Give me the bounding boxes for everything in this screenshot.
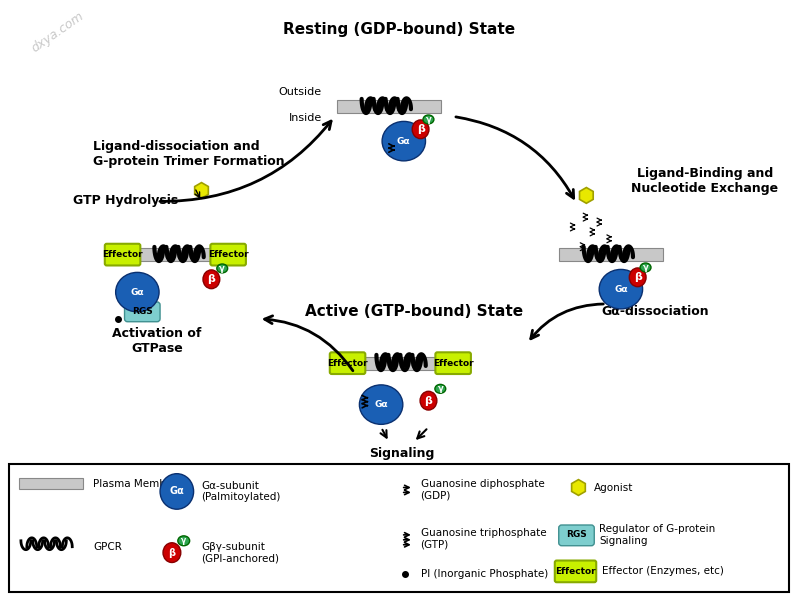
Text: Gα: Gα bbox=[130, 287, 144, 296]
Ellipse shape bbox=[640, 263, 651, 272]
FancyBboxPatch shape bbox=[435, 352, 471, 374]
Text: Gα: Gα bbox=[170, 487, 184, 496]
Text: Gα-subunit
(Palmitoylated): Gα-subunit (Palmitoylated) bbox=[202, 481, 281, 502]
Text: Gα: Gα bbox=[397, 137, 410, 146]
Ellipse shape bbox=[160, 473, 194, 509]
Ellipse shape bbox=[423, 115, 434, 124]
Text: Gα-dissociation: Gα-dissociation bbox=[602, 305, 710, 319]
Text: Effector: Effector bbox=[102, 250, 143, 259]
Ellipse shape bbox=[412, 120, 429, 139]
Text: Inside: Inside bbox=[289, 113, 322, 124]
FancyBboxPatch shape bbox=[125, 302, 160, 322]
Text: RGS: RGS bbox=[132, 307, 153, 316]
Text: β: β bbox=[168, 548, 175, 557]
Ellipse shape bbox=[599, 269, 642, 309]
Text: Plasma Membrane: Plasma Membrane bbox=[93, 479, 190, 488]
FancyBboxPatch shape bbox=[330, 352, 366, 374]
Text: Ligand-dissociation and
G-protein Trimer Formation: Ligand-dissociation and G-protein Trimer… bbox=[93, 140, 285, 168]
Text: GTP Hydrolysis: GTP Hydrolysis bbox=[74, 194, 178, 207]
Bar bbox=[342, 357, 456, 370]
Bar bbox=[9, 464, 789, 592]
Bar bbox=[125, 248, 229, 261]
Text: Effector: Effector bbox=[555, 567, 596, 576]
Ellipse shape bbox=[382, 121, 426, 161]
Text: β: β bbox=[417, 124, 425, 134]
Ellipse shape bbox=[217, 264, 228, 273]
Text: γ: γ bbox=[181, 536, 186, 545]
Ellipse shape bbox=[420, 391, 437, 410]
Bar bbox=[559, 248, 663, 261]
Text: GPCR: GPCR bbox=[93, 542, 122, 552]
Ellipse shape bbox=[178, 536, 190, 546]
Text: Gα: Gα bbox=[614, 284, 628, 293]
Text: γ: γ bbox=[219, 264, 225, 273]
Ellipse shape bbox=[163, 543, 181, 563]
Text: Resting (GDP-bound) State: Resting (GDP-bound) State bbox=[283, 22, 515, 37]
Text: β: β bbox=[634, 272, 642, 283]
Text: Regulator of G-protein
Signaling: Regulator of G-protein Signaling bbox=[599, 524, 715, 545]
FancyBboxPatch shape bbox=[558, 525, 594, 546]
Text: RGS: RGS bbox=[566, 530, 587, 539]
Text: Effector: Effector bbox=[208, 250, 249, 259]
Text: β: β bbox=[425, 395, 433, 406]
Text: Effector: Effector bbox=[327, 359, 368, 368]
FancyBboxPatch shape bbox=[210, 244, 246, 265]
Text: β: β bbox=[207, 274, 215, 284]
Text: Guanosine diphosphate
(GDP): Guanosine diphosphate (GDP) bbox=[421, 479, 544, 500]
FancyBboxPatch shape bbox=[105, 244, 140, 265]
Text: Activation of
GTPase: Activation of GTPase bbox=[113, 328, 202, 355]
Ellipse shape bbox=[435, 385, 446, 393]
Text: Ligand-Binding and
Nucleotide Exchange: Ligand-Binding and Nucleotide Exchange bbox=[631, 167, 778, 194]
Text: Signaling: Signaling bbox=[369, 448, 434, 460]
Text: Gβγ-subunit
(GPI-anchored): Gβγ-subunit (GPI-anchored) bbox=[202, 542, 279, 563]
Text: Guanosine triphosphate
(GTP): Guanosine triphosphate (GTP) bbox=[421, 528, 546, 550]
Text: dxya.com: dxya.com bbox=[29, 10, 86, 55]
Text: PI (Inorganic Phosphate): PI (Inorganic Phosphate) bbox=[421, 569, 548, 580]
Bar bbox=[337, 100, 441, 113]
Text: Active (GTP-bound) State: Active (GTP-bound) State bbox=[305, 304, 522, 319]
Text: γ: γ bbox=[426, 115, 431, 124]
Ellipse shape bbox=[359, 385, 403, 424]
Text: γ: γ bbox=[438, 385, 443, 394]
Bar bbox=[19, 478, 83, 490]
Text: Effector: Effector bbox=[433, 359, 474, 368]
Ellipse shape bbox=[630, 268, 646, 287]
Polygon shape bbox=[572, 479, 586, 496]
Text: Agonist: Agonist bbox=[594, 482, 634, 493]
Ellipse shape bbox=[116, 272, 159, 312]
Text: Gα: Gα bbox=[374, 400, 388, 409]
Ellipse shape bbox=[203, 270, 220, 289]
Text: Outside: Outside bbox=[278, 87, 322, 97]
Text: γ: γ bbox=[642, 263, 649, 272]
Polygon shape bbox=[579, 188, 593, 203]
Text: Effector (Enzymes, etc): Effector (Enzymes, etc) bbox=[602, 566, 724, 577]
Polygon shape bbox=[194, 182, 208, 199]
FancyBboxPatch shape bbox=[554, 560, 596, 582]
